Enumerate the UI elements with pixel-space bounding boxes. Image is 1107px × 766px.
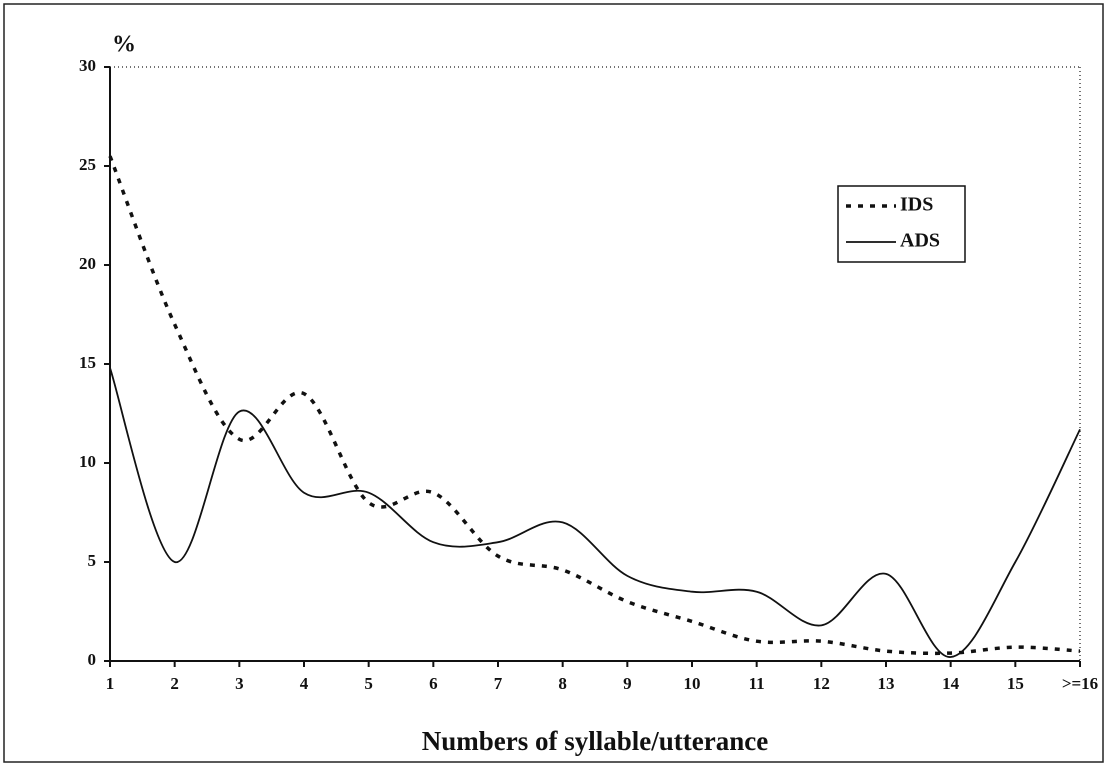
legend-label: IDS	[900, 194, 933, 216]
x-axis-label: Numbers of syllable/utterance	[422, 726, 768, 756]
x-tick-label: 5	[364, 674, 373, 693]
x-tick-label: 15	[1007, 674, 1024, 693]
y-axis-label: %	[112, 32, 136, 58]
x-tick-label: 13	[878, 674, 895, 693]
y-tick-label: 25	[79, 155, 96, 174]
x-tick-label: 4	[300, 674, 309, 693]
x-tick-label: 6	[429, 674, 438, 693]
y-tick-label: 15	[79, 353, 96, 372]
x-tick-label: 7	[494, 674, 503, 693]
y-tick-label: 20	[79, 254, 96, 273]
x-tick-label: >=16	[1062, 674, 1098, 693]
outer-border	[3, 3, 1104, 763]
legend-box	[837, 185, 966, 263]
x-tick-label: 12	[813, 674, 830, 693]
x-tick-label: 10	[684, 674, 701, 693]
y-tick-label: 0	[88, 650, 97, 669]
x-tick-label: 2	[170, 674, 179, 693]
y-tick-label: 30	[79, 56, 96, 75]
x-tick-label: 11	[749, 674, 765, 693]
y-tick-label: 5	[88, 551, 97, 570]
x-tick-label: 9	[623, 674, 632, 693]
legend-label: ADS	[900, 230, 940, 252]
y-tick-label: 10	[79, 452, 96, 471]
x-tick-label: 3	[235, 674, 244, 693]
x-tick-label: 1	[106, 674, 115, 693]
line-series	[108, 155, 1081, 656]
x-tick-label: 8	[558, 674, 567, 693]
x-tick-label: 14	[942, 674, 960, 693]
line-series	[109, 367, 1081, 658]
